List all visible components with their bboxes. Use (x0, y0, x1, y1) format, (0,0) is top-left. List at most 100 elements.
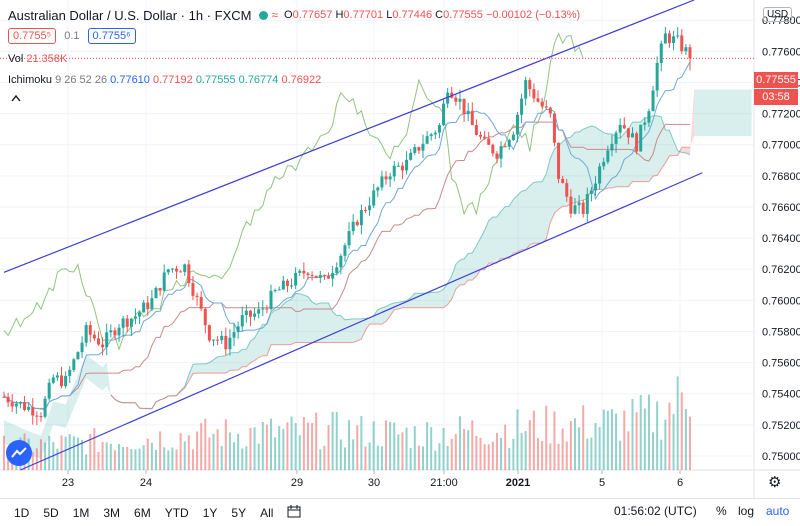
cloud-segment (723, 89, 727, 136)
volume-bar (56, 449, 58, 470)
candle-body (602, 162, 605, 166)
candle-body (109, 330, 112, 332)
volume-bar (65, 437, 67, 470)
tf-1m[interactable]: 1M (73, 506, 90, 520)
candle-body (483, 137, 486, 139)
tf-ytd[interactable]: YTD (165, 506, 189, 520)
volume-bar (73, 436, 75, 470)
volume-bar (249, 428, 251, 470)
candle-body (101, 345, 104, 348)
volume-bar (533, 411, 535, 470)
candle-body (113, 330, 116, 335)
volume-bar (122, 447, 124, 470)
volume-bar (430, 427, 432, 470)
candle-body (97, 338, 100, 344)
tf-5d[interactable]: 5D (43, 506, 58, 520)
tf-6m[interactable]: 6M (134, 506, 151, 520)
candle-body (627, 128, 630, 137)
tf-3m[interactable]: 3M (103, 506, 120, 520)
volume-bar (221, 446, 223, 470)
volume-bar (233, 442, 235, 470)
volume-bar (217, 429, 219, 470)
tf-5y[interactable]: 5Y (231, 506, 246, 520)
cloud-segment (501, 207, 505, 259)
candle-body (689, 47, 692, 58)
tradingview-logo-icon[interactable] (6, 440, 32, 466)
candle-body (319, 275, 322, 278)
volume-bar (640, 395, 642, 470)
tf-all[interactable]: All (260, 506, 273, 520)
candle-body (3, 397, 6, 398)
candle-body (364, 210, 367, 211)
candle-body (356, 222, 359, 225)
volume-bar (114, 450, 116, 470)
candle-body (421, 144, 424, 151)
candle-body (56, 375, 59, 377)
tf-1d[interactable]: 1D (14, 506, 29, 520)
candle-body (253, 314, 256, 317)
candle-body (167, 269, 170, 272)
volume-bar (545, 406, 547, 470)
cloud-segment (103, 362, 107, 390)
auto-toggle[interactable]: auto (766, 504, 789, 518)
volume-bar (500, 438, 502, 470)
candle-body (606, 150, 609, 161)
change-value: −0.00102 (−0.13%) (486, 9, 580, 21)
ichimoku-legend[interactable]: Ichimoku 9 26 52 26 0.77610 0.77192 0.77… (8, 74, 321, 86)
cloud-segment (90, 358, 94, 384)
cloud-segment (711, 89, 715, 136)
volume-legend[interactable]: Vol 21.358K (8, 53, 67, 65)
cloud-segment (530, 183, 534, 246)
volume-bar (438, 443, 440, 470)
candle-body (298, 271, 301, 273)
volume-bar (459, 416, 461, 470)
candle-body (528, 80, 531, 89)
candle-body (454, 98, 457, 102)
volume-bar (590, 438, 592, 470)
utc-clock[interactable]: 01:56:02 (UTC) (614, 504, 697, 518)
collapse-legend-icon[interactable] (10, 93, 22, 103)
log-toggle[interactable]: log (738, 504, 754, 518)
y-tick-label: 0.76800 (762, 171, 800, 183)
currency-badge[interactable]: USD (763, 7, 792, 22)
candle-body (290, 285, 293, 286)
volume-bar (266, 425, 268, 470)
date-range-icon[interactable] (287, 504, 301, 521)
candle-body (302, 271, 305, 274)
gear-icon[interactable]: ⚙ (768, 473, 781, 491)
cloud-segment (57, 403, 61, 427)
candle-body (52, 378, 55, 383)
percent-toggle[interactable]: % (716, 504, 727, 518)
candle-body (274, 290, 277, 291)
volume-bar (373, 421, 375, 470)
candle-body (93, 335, 96, 339)
volume-bar (315, 413, 317, 470)
cloud-segment (98, 364, 102, 390)
volume-bar (615, 414, 617, 470)
sell-button[interactable]: 0.7755⁵ (8, 28, 56, 44)
volume-bar (196, 431, 198, 470)
volume-bar (258, 444, 260, 470)
candle-body (154, 288, 157, 298)
volume-bar (369, 443, 371, 470)
candle-body (81, 343, 84, 352)
candle-body (393, 166, 396, 177)
cloud-segment (107, 362, 111, 395)
cloud-segment (197, 364, 201, 373)
volume-bar (245, 446, 247, 470)
cloud-segment (493, 217, 497, 263)
volume-bar (192, 449, 194, 470)
volume-bar (492, 442, 494, 470)
tf-1y[interactable]: 1Y (203, 506, 218, 520)
candle-body (656, 63, 659, 91)
candle-body (27, 407, 30, 410)
candle-body (159, 288, 162, 291)
symbol-title[interactable]: Australian Dollar / U.S. Dollar · 1h · F… (8, 8, 251, 23)
candle-body (565, 183, 568, 197)
buy-button[interactable]: 0.7755⁶ (88, 28, 136, 44)
cloud-segment (230, 353, 234, 371)
volume-bar (467, 430, 469, 470)
candle-body (684, 47, 687, 51)
volume-bar (636, 412, 638, 470)
volume-bar (422, 446, 424, 470)
